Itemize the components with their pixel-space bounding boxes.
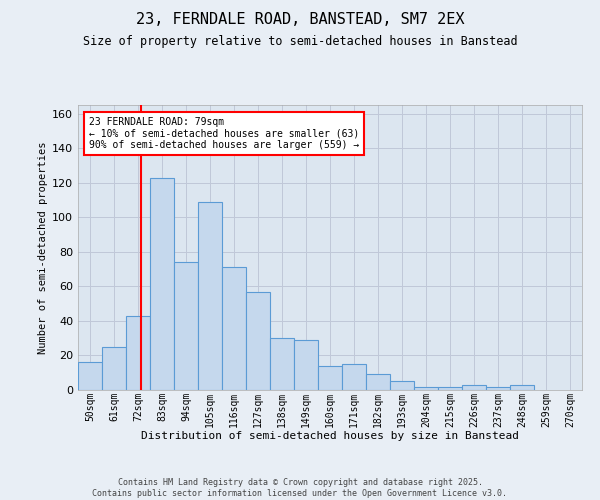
Bar	[487, 386, 509, 390]
Text: Contains HM Land Registry data © Crown copyright and database right 2025.
Contai: Contains HM Land Registry data © Crown c…	[92, 478, 508, 498]
Bar	[343, 364, 365, 390]
Bar	[127, 316, 149, 390]
Text: 23, FERNDALE ROAD, BANSTEAD, SM7 2EX: 23, FERNDALE ROAD, BANSTEAD, SM7 2EX	[136, 12, 464, 28]
Bar	[319, 366, 341, 390]
Bar	[367, 374, 389, 390]
Bar	[247, 292, 269, 390]
Bar	[415, 386, 437, 390]
Bar	[463, 385, 485, 390]
Y-axis label: Number of semi-detached properties: Number of semi-detached properties	[38, 141, 48, 354]
Bar	[79, 362, 101, 390]
Bar	[271, 338, 293, 390]
Bar	[199, 202, 221, 390]
Bar	[103, 347, 125, 390]
Text: Size of property relative to semi-detached houses in Banstead: Size of property relative to semi-detach…	[83, 35, 517, 48]
Bar	[151, 178, 173, 390]
Bar	[439, 386, 461, 390]
Bar	[295, 340, 317, 390]
Bar	[391, 382, 413, 390]
Text: 23 FERNDALE ROAD: 79sqm
← 10% of semi-detached houses are smaller (63)
90% of se: 23 FERNDALE ROAD: 79sqm ← 10% of semi-de…	[89, 117, 359, 150]
Bar	[223, 268, 245, 390]
X-axis label: Distribution of semi-detached houses by size in Banstead: Distribution of semi-detached houses by …	[141, 431, 519, 441]
Bar	[175, 262, 197, 390]
Bar	[511, 385, 533, 390]
